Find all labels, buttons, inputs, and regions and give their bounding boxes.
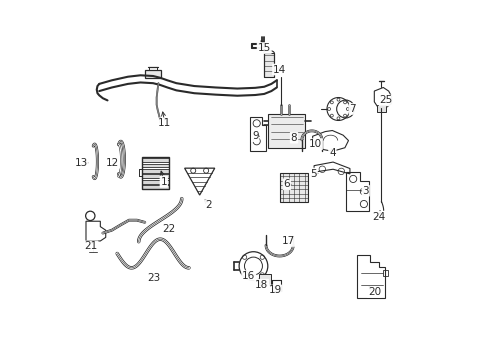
Text: 18: 18 — [255, 280, 268, 290]
Text: 11: 11 — [158, 118, 171, 128]
Bar — [267, 114, 305, 148]
Text: 24: 24 — [371, 212, 385, 221]
Text: 3: 3 — [362, 186, 368, 196]
Bar — [142, 169, 169, 173]
Text: 16: 16 — [242, 271, 255, 281]
Bar — [142, 175, 169, 178]
Text: 2: 2 — [205, 200, 211, 210]
Text: 20: 20 — [367, 287, 380, 297]
Bar — [142, 185, 169, 189]
Text: 22: 22 — [162, 225, 175, 234]
Bar — [142, 158, 169, 162]
Text: 17: 17 — [281, 236, 294, 246]
Text: 1: 1 — [160, 177, 167, 187]
Text: 19: 19 — [268, 285, 281, 296]
Text: 10: 10 — [308, 139, 322, 149]
Text: 12: 12 — [106, 158, 119, 168]
Bar — [383, 270, 387, 276]
Bar — [376, 105, 385, 112]
FancyBboxPatch shape — [145, 70, 161, 78]
Text: 21: 21 — [84, 241, 98, 251]
Text: 9: 9 — [251, 131, 258, 141]
Text: 25: 25 — [379, 95, 392, 105]
Text: 13: 13 — [75, 158, 88, 168]
Bar — [142, 180, 169, 184]
Text: 14: 14 — [272, 64, 285, 75]
Bar — [142, 157, 169, 189]
Bar — [142, 164, 169, 167]
Bar — [279, 173, 308, 202]
Text: 6: 6 — [283, 179, 289, 189]
Text: 23: 23 — [147, 273, 161, 283]
Bar — [263, 53, 274, 77]
Text: 5: 5 — [310, 168, 316, 179]
Text: 8: 8 — [290, 133, 297, 143]
Text: 4: 4 — [328, 148, 335, 158]
Text: 7: 7 — [349, 104, 355, 114]
Bar — [258, 274, 271, 285]
Text: 15: 15 — [257, 43, 270, 53]
